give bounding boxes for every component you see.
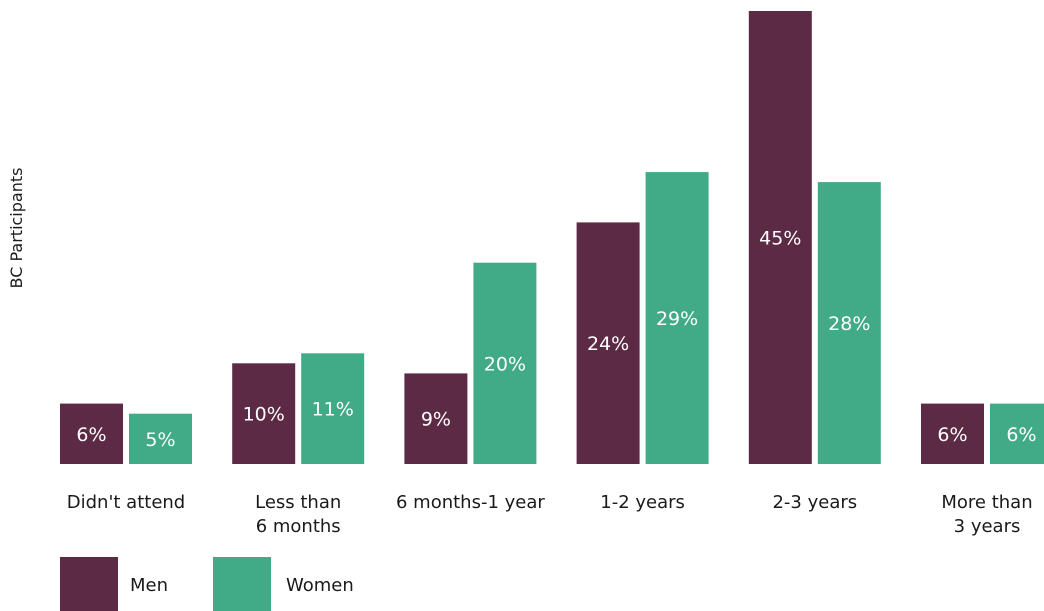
bar-women-2 — [473, 262, 537, 464]
value-label-men-1: 10% — [243, 404, 285, 426]
value-label-men-2: 9% — [421, 409, 451, 431]
category-labels-group: Didn't attend Less than 6 months 6 months-1… — [67, 492, 1033, 537]
bar-women-5 — [990, 403, 1044, 464]
bar-men-4 — [748, 11, 812, 464]
value-label-women-0: 5% — [145, 429, 175, 451]
bar-women-1 — [301, 353, 365, 464]
value-label-men-4: 45% — [759, 228, 801, 250]
legend-label-women: Women — [286, 575, 354, 596]
value-label-men-3: 24% — [587, 333, 629, 355]
value-label-women-3: 29% — [656, 308, 698, 330]
bar-men-0 — [60, 403, 123, 464]
bar-men-5 — [921, 403, 984, 464]
bar-women-4 — [817, 182, 881, 464]
bar-women-3 — [645, 172, 709, 464]
legend: Men Women — [60, 557, 354, 611]
value-label-women-2: 20% — [484, 353, 526, 375]
legend-swatch-women — [213, 557, 271, 611]
bar-women-0 — [129, 413, 192, 464]
bar-men-2 — [404, 373, 468, 464]
value-label-women-1: 11% — [312, 399, 354, 421]
value-label-men-0: 6% — [76, 424, 106, 446]
bar-men-1 — [232, 363, 296, 464]
value-label-men-5: 6% — [937, 424, 967, 446]
category-label-3: 1-2 years — [600, 492, 685, 513]
category-label-2: 6 months-1 year — [396, 492, 545, 513]
category-label-0: Didn't attend — [67, 492, 185, 513]
legend-swatch-men — [60, 557, 118, 611]
value-label-women-5: 6% — [1006, 424, 1036, 446]
y-axis-label: BC Participants — [7, 168, 26, 289]
value-labels-group: 6% 5% 10% 11% 9% 20% 24% 29% 45% 28% 6% 6% — [76, 228, 1036, 451]
bars-group — [60, 11, 1044, 464]
category-label-5: More than 3 years — [941, 492, 1032, 537]
value-label-women-4: 28% — [828, 313, 870, 335]
category-label-1: Less than 6 months — [255, 492, 341, 537]
bar-men-3 — [576, 222, 640, 464]
legend-label-men: Men — [130, 575, 168, 596]
category-label-4: 2-3 years — [772, 492, 857, 513]
